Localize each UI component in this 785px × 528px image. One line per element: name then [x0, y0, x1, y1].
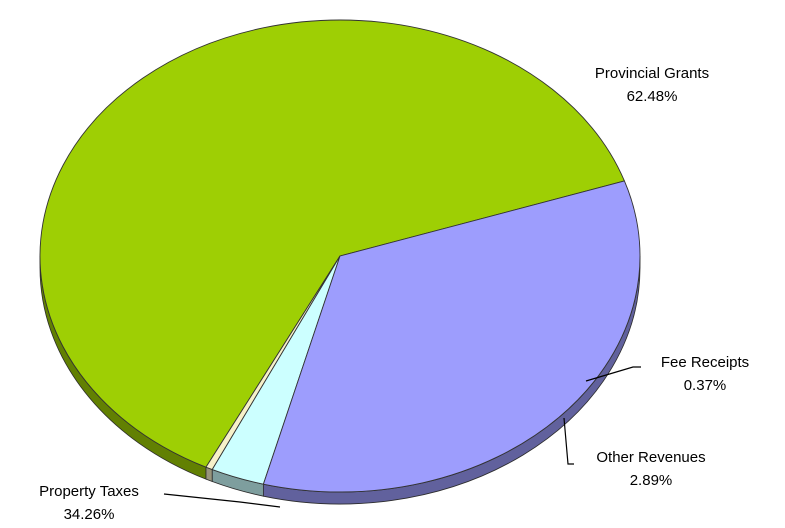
leader-line-other-revenues	[563, 417, 574, 465]
label-fee-receipts-value: 0.37%	[684, 377, 727, 394]
pie-slices	[39, 19, 641, 493]
leader-line-property-taxes	[163, 493, 281, 508]
label-other-revenues-name: Other Revenues	[596, 449, 705, 466]
label-property-taxes-name: Property Taxes	[39, 483, 139, 500]
label-provincial-grants-name: Provincial Grants	[595, 65, 709, 82]
label-provincial-grants-value: 62.48%	[627, 88, 678, 105]
slice-property-taxes	[262, 180, 641, 493]
leader-line-fee-receipts	[585, 366, 641, 382]
label-other-revenues-value: 2.89%	[630, 472, 673, 489]
leader-lines	[163, 366, 641, 508]
slice-provincial-grants	[39, 19, 625, 468]
label-property-taxes-value: 34.26%	[64, 506, 115, 523]
slice-labels: Provincial Grants 62.48% Fee Receipts 0.…	[39, 65, 749, 523]
label-fee-receipts-name: Fee Receipts	[661, 354, 749, 371]
